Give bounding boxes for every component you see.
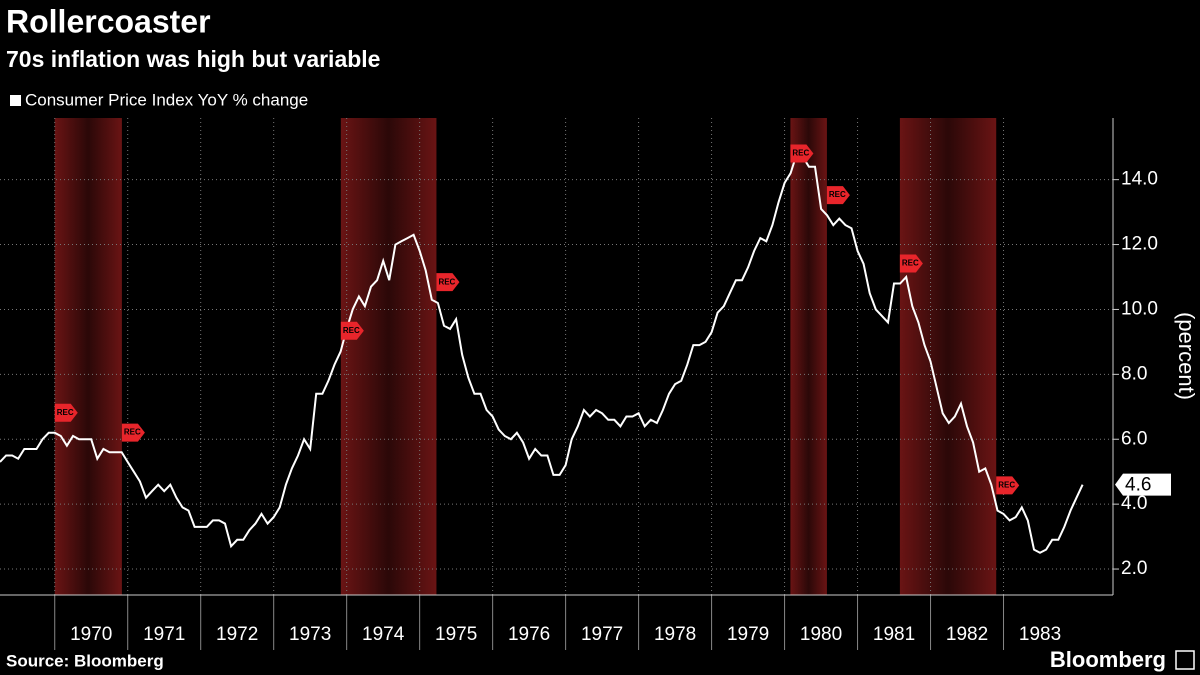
rec-flag — [790, 144, 814, 163]
y-tick-label: 10.0 — [1121, 298, 1158, 319]
y-tick-label: 4.0 — [1121, 493, 1147, 514]
rec-flag — [436, 273, 460, 292]
x-tick-label: 1977 — [581, 624, 623, 645]
rec-flag — [54, 403, 78, 422]
recession-band — [54, 118, 122, 595]
rec-flag-label: REC — [829, 190, 846, 199]
x-tick-label: 1981 — [873, 624, 915, 645]
rec-flag-label: REC — [902, 259, 919, 268]
legend-swatch — [10, 95, 21, 106]
chart-title: Rollercoaster — [6, 3, 211, 39]
rec-flag-label: REC — [438, 277, 455, 286]
x-tick-label: 1983 — [1019, 624, 1061, 645]
y-axis-label: (percent) — [1174, 312, 1199, 400]
recession-band — [899, 118, 997, 595]
last-value-label: 4.6 — [1125, 475, 1151, 496]
rec-flag — [826, 186, 850, 205]
recession-band — [790, 118, 827, 595]
y-tick-label: 6.0 — [1121, 428, 1147, 449]
last-value-box — [1115, 473, 1171, 496]
x-tick-label: 1975 — [435, 624, 477, 645]
x-tick-label: 1973 — [289, 624, 331, 645]
x-tick-label: 1970 — [70, 624, 112, 645]
recession-band — [340, 118, 437, 595]
y-tick-label: 14.0 — [1121, 169, 1158, 190]
x-tick-label: 1982 — [946, 624, 988, 645]
x-tick-label: 1974 — [362, 624, 405, 645]
rec-flag — [340, 321, 364, 340]
x-tick-label: 1971 — [143, 624, 185, 645]
rec-flag — [899, 254, 923, 273]
rec-flag — [121, 423, 145, 442]
x-tick-label: 1976 — [508, 624, 550, 645]
x-tick-label: 1978 — [654, 624, 696, 645]
legend-label: Consumer Price Index YoY % change — [25, 90, 308, 109]
y-tick-label: 8.0 — [1121, 363, 1147, 384]
brand: Bloomberg — [1050, 647, 1166, 672]
line — [0, 152, 1084, 554]
rec-flag-label: REC — [57, 408, 74, 417]
rec-flag-label: REC — [343, 326, 360, 335]
brand-icon — [1175, 650, 1195, 670]
rec-flag-label: REC — [792, 149, 809, 158]
source: Source: Bloomberg — [6, 651, 164, 670]
y-tick-label: 2.0 — [1121, 558, 1147, 579]
x-tick-label: 1980 — [800, 624, 842, 645]
rec-flag-label: REC — [998, 480, 1015, 489]
rec-flag-label: REC — [124, 428, 141, 437]
rec-flag — [996, 476, 1020, 495]
chart-subtitle: 70s inflation was high but variable — [6, 46, 380, 72]
x-tick-label: 1972 — [216, 624, 258, 645]
y-tick-label: 12.0 — [1121, 234, 1158, 255]
x-tick-label: 1979 — [727, 624, 769, 645]
